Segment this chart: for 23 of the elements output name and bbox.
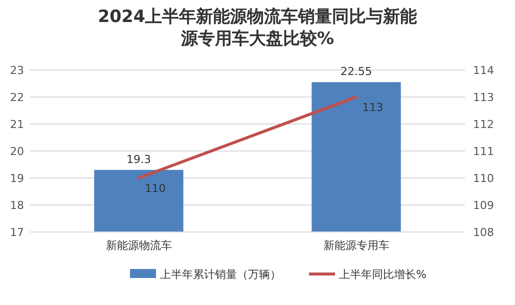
- y2-tick-label: 113: [473, 91, 494, 104]
- y2-tick-label: 109: [473, 199, 494, 212]
- data-label: 113: [362, 101, 384, 114]
- data-label: 22.55: [340, 65, 372, 78]
- y-tick-label: 20: [10, 145, 24, 158]
- chart-title: 2024上半年新能源物流车销量同比与新能源专用车大盘比较%: [96, 6, 418, 50]
- y-tick-label: 19: [10, 172, 24, 185]
- y-tick-label: 23: [10, 64, 24, 77]
- x-tick-label: 新能源物流车: [106, 239, 172, 252]
- x-tick-label: 新能源专用车: [323, 239, 390, 252]
- y2-tick-label: 114: [473, 64, 494, 77]
- legend-label: 上半年同比增长%: [339, 268, 426, 281]
- y2-tick-label: 110: [473, 172, 494, 185]
- y2-tick-label: 111: [473, 145, 494, 158]
- y-tick-label: 21: [10, 118, 24, 131]
- data-label: 110: [144, 182, 166, 195]
- legend-label: 上半年累计销量（万辆）: [160, 268, 281, 281]
- data-label: 19.3: [126, 152, 151, 166]
- y-tick-label: 18: [10, 199, 24, 212]
- y2-tick-label: 112: [473, 118, 494, 131]
- y-tick-label: 17: [10, 226, 24, 239]
- y2-tick-label: 108: [473, 226, 494, 239]
- y-tick-label: 22: [10, 91, 24, 104]
